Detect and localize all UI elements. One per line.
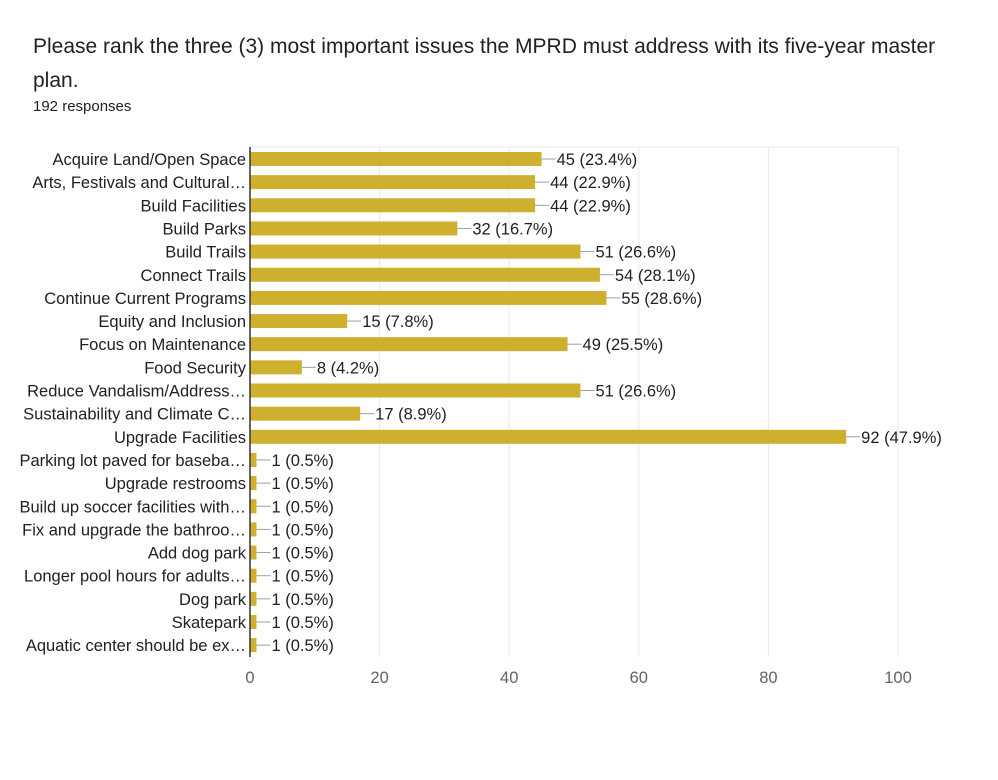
category-label: Connect Trails: [141, 267, 246, 285]
data-label: 32 (16.7%): [472, 220, 553, 238]
data-label: 1 (0.5%): [271, 521, 333, 539]
category-label: Acquire Land/Open Space: [52, 151, 246, 169]
data-label: 51 (26.6%): [595, 244, 676, 262]
bar: [250, 522, 257, 537]
data-label: 51 (26.6%): [595, 383, 676, 401]
category-label: Equity and Inclusion: [98, 313, 246, 331]
data-label: 17 (8.9%): [375, 406, 447, 424]
bar: [250, 175, 536, 190]
bar: [250, 267, 600, 282]
bar: [250, 568, 257, 583]
category-label: Food Security: [144, 359, 247, 377]
category-label: Skatepark: [172, 614, 247, 632]
bar: [250, 244, 581, 259]
bar: [250, 360, 302, 375]
data-label: 8 (4.2%): [317, 359, 379, 377]
category-label: Fix and upgrade the bathroo…: [22, 521, 246, 539]
x-tick-label: 80: [759, 669, 777, 687]
data-label: 1 (0.5%): [271, 545, 333, 563]
data-label: 54 (28.1%): [615, 267, 696, 285]
bar: [250, 476, 257, 491]
data-label: 1 (0.5%): [271, 591, 333, 609]
category-label: Sustainability and Climate C…: [23, 406, 246, 424]
bar: [250, 406, 361, 421]
category-label: Upgrade Facilities: [114, 429, 246, 447]
category-label: Parking lot paved for baseba…: [19, 452, 246, 470]
x-tick-label: 100: [884, 669, 912, 687]
data-label: 1 (0.5%): [271, 498, 333, 516]
category-label: Build Parks: [163, 220, 246, 238]
response-count: 192 responses: [33, 98, 132, 115]
bar: [250, 337, 568, 352]
data-label: 1 (0.5%): [271, 475, 333, 493]
bar: [250, 638, 257, 653]
data-label: 44 (22.9%): [550, 197, 631, 215]
x-tick-label: 20: [370, 669, 388, 687]
bar: [250, 452, 257, 467]
category-label: Longer pool hours for adults…: [24, 568, 246, 586]
data-label: 92 (47.9%): [861, 429, 942, 447]
data-label: 1 (0.5%): [271, 452, 333, 470]
bar: [250, 290, 607, 305]
bar: [250, 545, 257, 560]
bar: [250, 429, 847, 444]
bar: [250, 383, 581, 398]
data-label: 1 (0.5%): [271, 614, 333, 632]
data-label: 1 (0.5%): [271, 637, 333, 655]
data-label: 44 (22.9%): [550, 174, 631, 192]
category-label: Continue Current Programs: [44, 290, 246, 308]
category-label: Reduce Vandalism/Address…: [27, 383, 246, 401]
chart-title: Please rank the three (3) most important…: [33, 35, 936, 92]
category-label: Dog park: [179, 591, 247, 609]
bar: [250, 499, 257, 514]
category-label: Build Trails: [165, 244, 246, 262]
bar: [250, 314, 348, 329]
bar: [250, 591, 257, 606]
x-tick-label: 60: [630, 669, 648, 687]
category-label: Aquatic center should be ex…: [26, 637, 246, 655]
x-tick-label: 0: [245, 669, 254, 687]
category-label: Upgrade restrooms: [105, 475, 246, 493]
category-label: Arts, Festivals and Cultural…: [32, 174, 246, 192]
x-tick-label: 40: [500, 669, 518, 687]
bar: [250, 615, 257, 629]
category-label: Build Facilities: [141, 197, 246, 215]
category-label: Build up soccer facilities with…: [19, 498, 246, 516]
bar: [250, 221, 458, 236]
data-label: 49 (25.5%): [583, 336, 664, 354]
data-label: 1 (0.5%): [271, 568, 333, 586]
data-label: 15 (7.8%): [362, 313, 434, 331]
data-label: 55 (28.6%): [621, 290, 702, 308]
data-label: 45 (23.4%): [557, 151, 638, 169]
category-label: Add dog park: [148, 545, 247, 563]
bar: [250, 152, 542, 166]
bar: [250, 198, 536, 213]
category-label: Focus on Maintenance: [79, 336, 246, 354]
